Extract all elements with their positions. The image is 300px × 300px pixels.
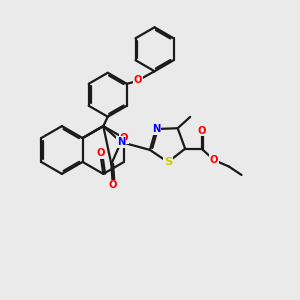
Text: O: O [109, 180, 117, 190]
Text: O: O [96, 148, 105, 158]
Text: S: S [164, 157, 172, 167]
Text: O: O [120, 133, 128, 143]
Text: O: O [134, 75, 142, 85]
Text: N: N [117, 137, 125, 147]
Text: O: O [210, 155, 218, 165]
Text: O: O [197, 126, 206, 136]
Text: N: N [152, 124, 160, 134]
